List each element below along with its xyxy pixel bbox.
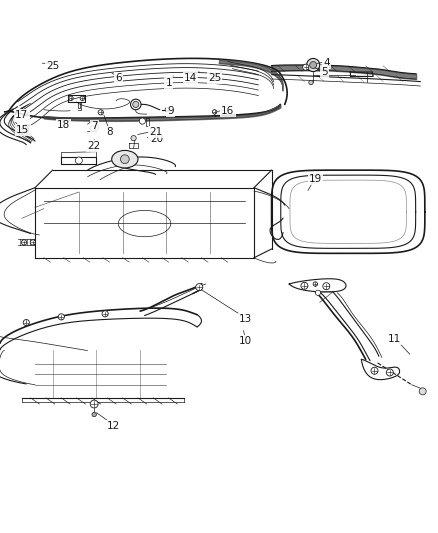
- Text: 25: 25: [208, 73, 221, 83]
- Text: 13: 13: [239, 314, 252, 324]
- Circle shape: [23, 319, 29, 326]
- Circle shape: [309, 80, 313, 85]
- Ellipse shape: [112, 150, 138, 168]
- Text: 22: 22: [88, 141, 101, 151]
- Circle shape: [165, 108, 170, 112]
- Circle shape: [301, 282, 308, 289]
- Circle shape: [98, 110, 103, 115]
- Circle shape: [196, 284, 203, 290]
- Circle shape: [30, 240, 35, 245]
- Circle shape: [307, 59, 320, 71]
- Text: 8: 8: [106, 127, 113, 137]
- Circle shape: [212, 110, 217, 114]
- Text: 11: 11: [388, 334, 401, 344]
- Text: 10: 10: [239, 336, 252, 346]
- Circle shape: [102, 311, 108, 317]
- Circle shape: [69, 96, 73, 101]
- Text: 20: 20: [150, 134, 163, 144]
- Text: 12: 12: [107, 422, 120, 431]
- Text: 19: 19: [309, 174, 322, 184]
- Text: 25: 25: [46, 61, 59, 71]
- Text: 6: 6: [115, 73, 122, 83]
- Text: 18: 18: [57, 120, 70, 131]
- Text: 15: 15: [16, 125, 29, 135]
- Circle shape: [75, 157, 82, 164]
- Circle shape: [419, 388, 426, 395]
- Text: 9: 9: [167, 106, 174, 116]
- Circle shape: [131, 135, 136, 141]
- Text: 14: 14: [184, 73, 197, 83]
- Text: 16: 16: [221, 106, 234, 116]
- Text: 4: 4: [323, 58, 330, 68]
- Circle shape: [131, 99, 141, 110]
- Text: 21: 21: [149, 127, 162, 137]
- Text: 5: 5: [321, 67, 328, 77]
- Circle shape: [371, 367, 378, 374]
- Circle shape: [58, 314, 64, 320]
- Circle shape: [386, 369, 393, 376]
- Circle shape: [133, 101, 139, 108]
- Circle shape: [313, 282, 318, 286]
- Circle shape: [310, 61, 317, 69]
- Circle shape: [315, 290, 321, 295]
- Circle shape: [120, 155, 129, 164]
- Circle shape: [303, 64, 309, 70]
- Circle shape: [92, 413, 96, 417]
- Text: 7: 7: [91, 122, 98, 131]
- Circle shape: [90, 400, 98, 408]
- Text: 1: 1: [165, 77, 172, 87]
- Text: 17: 17: [15, 110, 28, 120]
- Circle shape: [323, 282, 330, 290]
- Circle shape: [25, 125, 29, 129]
- Circle shape: [139, 118, 145, 124]
- Circle shape: [90, 126, 95, 131]
- Circle shape: [80, 96, 85, 101]
- Circle shape: [21, 240, 27, 245]
